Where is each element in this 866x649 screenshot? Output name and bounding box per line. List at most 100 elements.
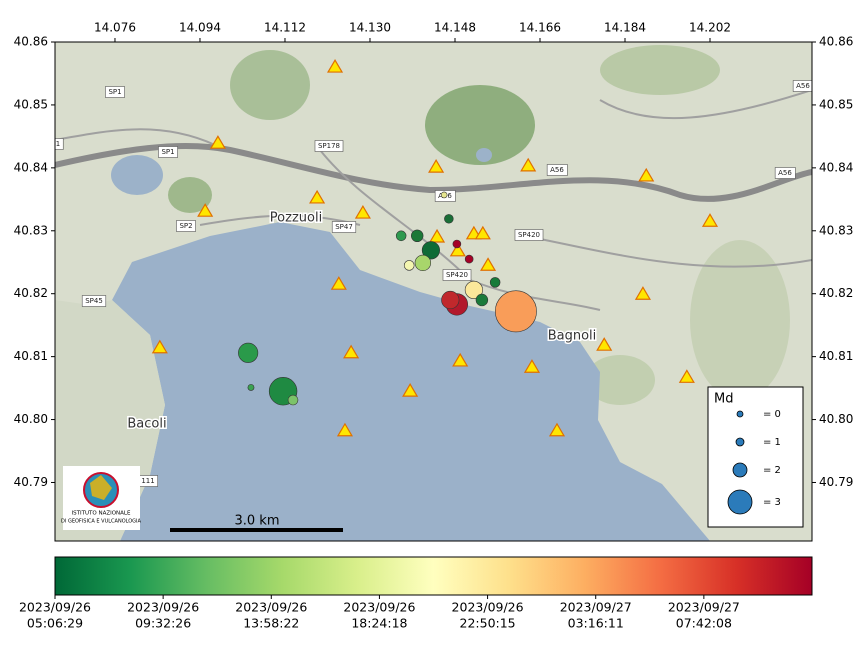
road-shield <box>55 138 64 150</box>
x-tick-label: 14.202 <box>689 21 731 35</box>
road-shield <box>105 86 125 98</box>
road-label: SP2 <box>179 222 192 230</box>
station <box>474 225 491 240</box>
x-tick-label: 14.148 <box>434 21 476 35</box>
logo: ISTITUTO NAZIONALE DI GEOFISICA E VULCAN… <box>61 466 142 530</box>
legend-box <box>707 386 804 528</box>
y-tick-label: 40.85 <box>14 97 48 111</box>
road-shield <box>514 229 544 241</box>
legend-label: = 2 <box>763 465 781 476</box>
legend-marker <box>727 489 753 515</box>
earthquake <box>414 254 432 272</box>
y-tick-label-right: 40.84 <box>819 160 853 174</box>
earthquake <box>494 290 537 333</box>
x-tick-label: 14.166 <box>519 21 561 35</box>
earthquake <box>489 277 501 288</box>
lake <box>476 148 492 162</box>
x-tick-label: 14.130 <box>349 21 391 35</box>
y-tick-label: 40.84 <box>14 160 48 174</box>
legend-label: = 1 <box>763 437 781 448</box>
station <box>428 228 446 243</box>
earthquake <box>475 293 489 307</box>
earthquake <box>440 191 448 199</box>
earthquake <box>464 280 483 299</box>
road-shield <box>314 140 344 152</box>
colorbar-tick-label: 18:24:18 <box>351 616 407 631</box>
earthquake <box>452 239 462 249</box>
road-label: SP420 <box>518 231 540 239</box>
road-label: SP178 <box>318 142 340 150</box>
road-shield <box>774 167 796 179</box>
station <box>452 352 469 367</box>
colorbar-tick-label: 13:58:22 <box>243 616 299 631</box>
legend-marker <box>736 410 744 418</box>
road-shield <box>176 220 196 232</box>
basemap: SP1 SP1 SP178 SP2 SP47 A56 A56 A56 A56 S… <box>55 42 812 541</box>
legend-marker <box>732 462 748 478</box>
hill <box>600 45 720 95</box>
station <box>479 257 497 271</box>
road-label: SP1 <box>161 148 174 156</box>
earthquake <box>395 230 407 242</box>
y-tick-label: 40.81 <box>14 349 48 363</box>
colorbar-tick-label: 07:42:08 <box>676 616 732 631</box>
x-tick-label: 14.076 <box>94 21 136 35</box>
place-label: Bacoli <box>127 417 166 432</box>
hill <box>230 50 310 120</box>
colorbar-tick-label: 2023/09/26 <box>343 600 415 615</box>
earthquake <box>287 394 299 406</box>
y-tick-label: 40.82 <box>14 286 48 300</box>
road-shield <box>546 164 568 176</box>
logo-text: DI GEOFISICA E VULCANOLOGIA <box>61 519 141 525</box>
colorbar-tick-label: 09:32:26 <box>135 616 191 631</box>
station <box>596 337 613 351</box>
road-label: 1 <box>56 140 60 148</box>
road-label: A56 <box>778 169 792 177</box>
colorbar-tick-label: 22:50:15 <box>460 616 516 631</box>
earthquake <box>403 260 415 271</box>
station <box>209 135 226 149</box>
colorbar-tick-label: 03:16:11 <box>568 616 624 631</box>
road-shield <box>158 146 178 158</box>
hill <box>168 177 212 213</box>
earthquake <box>444 214 454 224</box>
colorbar-tick-label: 2023/09/27 <box>560 600 632 615</box>
hill <box>690 240 790 400</box>
hill <box>585 355 655 405</box>
map-frame <box>54 41 813 542</box>
place-label: Bagnoli <box>548 329 597 344</box>
road-label: SP420 <box>446 271 468 279</box>
y-tick-label-right: 40.82 <box>819 286 853 300</box>
earthquake <box>441 290 460 310</box>
y-tick-label: 40.86 <box>14 35 48 49</box>
y-tick-label-right: 40.79 <box>819 475 853 489</box>
y-tick-label-right: 40.80 <box>819 412 853 426</box>
colorbar-tick-label: 2023/09/26 <box>127 600 199 615</box>
y-tick-label-right: 40.86 <box>819 35 853 49</box>
earthquake <box>238 342 259 363</box>
lake <box>111 155 163 195</box>
road-label: SP1 <box>108 88 121 96</box>
earthquake <box>464 254 474 264</box>
station <box>197 203 214 217</box>
motorway <box>55 142 812 202</box>
road-label: A56 <box>550 166 564 174</box>
colorbar-tick-label: 2023/09/26 <box>452 600 524 615</box>
legend-marker <box>735 437 745 447</box>
station <box>343 344 360 359</box>
logo-text: ISTITUTO NAZIONALE <box>72 511 131 517</box>
station <box>638 167 655 182</box>
colorbar-tick-label: 2023/09/26 <box>235 600 307 615</box>
scale-bar-label: 3.0 km <box>235 514 280 529</box>
station <box>336 422 354 437</box>
scale-bar: 3.0 km <box>170 514 343 532</box>
station <box>523 359 541 373</box>
legend-label: = 3 <box>763 497 781 508</box>
road-label: A56 <box>796 82 810 90</box>
sea <box>112 222 710 541</box>
y-tick-label-right: 40.83 <box>819 223 853 237</box>
earthquake <box>421 241 440 260</box>
y-tick-label: 40.83 <box>14 223 48 237</box>
colorbar-tick-label: 2023/09/26 <box>19 600 91 615</box>
